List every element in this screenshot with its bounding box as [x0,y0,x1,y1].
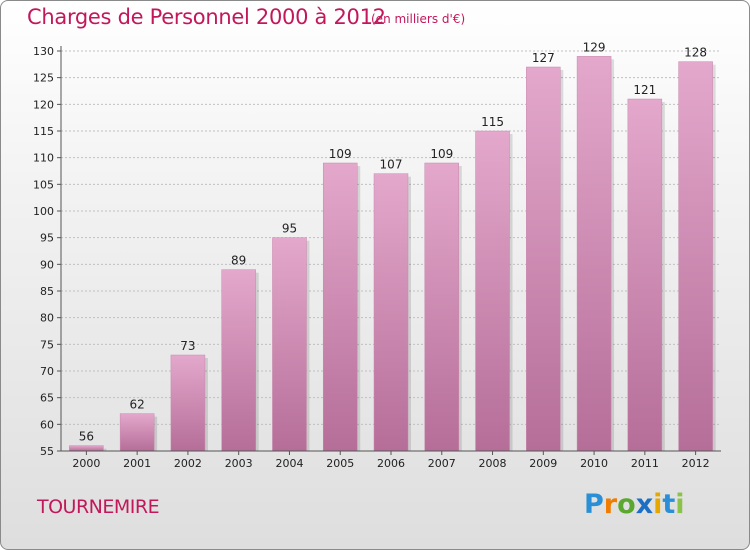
logo-letter: i [653,489,663,520]
x-tick-label: 2005 [326,457,354,470]
bar-value-label: 129 [583,40,606,54]
bar [424,162,460,452]
x-tick-label: 2009 [529,457,557,470]
bar [576,56,612,452]
bar-value-label: 89 [231,254,246,268]
bar [678,61,713,452]
y-tick-label: 115 [33,125,54,138]
bar [475,130,510,452]
y-tick-label: 70 [40,365,54,378]
y-tick-label: 90 [40,258,54,271]
bar-value-label: 127 [532,51,555,65]
logo-letter: t [662,489,676,520]
y-tick-label: 60 [40,418,54,431]
y-tick-label: 55 [40,445,54,458]
axes [57,46,721,455]
y-tick-label: 125 [33,72,54,85]
y-tick-label: 95 [40,232,54,245]
logo-letter: o [617,489,636,520]
y-tick-label: 75 [40,338,54,351]
labels: 55 60 65 70 75 80 85 90 95 100 105 110 115 120 125 130 2… [33,40,710,470]
bar [170,354,206,452]
logo-letter: P [584,489,604,520]
chart-subtitle: (en milliers d'€) [371,12,466,26]
proxiti-logo: Proxiti [584,489,685,520]
bar [272,237,307,452]
x-tick-label: 2012 [682,457,710,470]
bar-value-label: 121 [633,83,656,97]
x-tick-label: 2002 [174,457,202,470]
bar [526,66,561,452]
bar-value-label: 109 [430,147,453,161]
bar-value-label: 107 [380,158,403,172]
x-tick-label: 2008 [479,457,507,470]
chart-title: Charges de Personnel 2000 à 2012 [27,5,386,29]
x-tick-label: 2003 [225,457,253,470]
x-tick-label: 2000 [72,457,100,470]
x-tick-label: 2010 [580,457,608,470]
bar [119,413,155,452]
x-tick-label: 2011 [631,457,659,470]
y-tick-label: 130 [33,45,54,58]
y-tick-label: 105 [33,178,54,191]
bar-value-label: 95 [282,222,297,236]
place-name: TOURNEMIRE [37,496,160,518]
bar [221,269,256,452]
bar-value-label: 62 [130,398,145,412]
logo-letter: x [635,489,654,520]
bar-value-label: 128 [684,46,707,60]
y-tick-label: 80 [40,312,54,325]
bar-value-label: 115 [481,115,504,129]
bar-value-label: 56 [79,430,94,444]
y-tick-label: 65 [40,392,54,405]
y-tick-label: 100 [33,205,54,218]
x-tick-label: 2001 [123,457,151,470]
x-tick-label: 2006 [377,457,405,470]
bar [322,162,358,452]
bars [69,56,716,452]
bar-value-label: 109 [329,147,352,161]
logo-letter: i [675,489,685,520]
bar [627,98,663,452]
bar [69,445,104,452]
bar-value-label: 73 [180,339,195,353]
x-tick-label: 2004 [275,457,303,470]
y-tick-label: 85 [40,285,54,298]
bar [373,173,409,452]
y-tick-label: 120 [33,98,54,111]
x-tick-label: 2007 [428,457,456,470]
y-tick-label: 110 [33,152,54,165]
logo-letter: r [603,489,618,520]
